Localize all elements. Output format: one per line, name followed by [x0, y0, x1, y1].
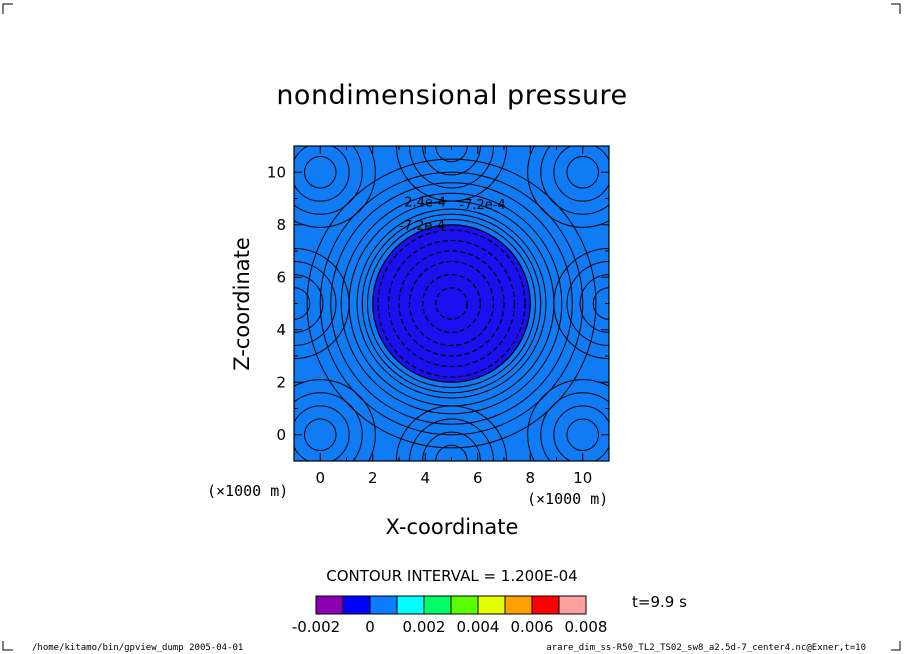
x-tick-label: 6 — [473, 469, 483, 487]
colorbar-swatch — [423, 595, 452, 615]
contour-dashed — [398, 250, 505, 357]
contour-ring-edge — [527, 146, 609, 228]
contour-ring — [361, 213, 542, 394]
x-tick-label: 0 — [315, 469, 325, 487]
contour-dashed — [377, 229, 526, 378]
colorbar-tick-label: -0.002 — [292, 618, 340, 636]
colorbar: -0.002 0 0.002 0.004 0.006 0.008 — [292, 595, 608, 636]
y-axis-label: Z-coordinate — [230, 237, 254, 371]
colorbar-swatch — [342, 595, 371, 615]
contour-ring-edge — [422, 146, 481, 176]
y-tick-label: 6 — [276, 268, 286, 286]
colorbar-swatch — [450, 595, 479, 615]
axis-ticks: 0 2 4 6 8 10 0 2 4 6 8 10 — [267, 145, 610, 487]
contour-ring-edge — [395, 146, 508, 202]
contour-ring-edge — [294, 405, 350, 461]
contour-ring — [330, 182, 573, 425]
contour-ring — [319, 171, 584, 436]
colorbar-swatch — [369, 595, 398, 615]
y-tick-label: 8 — [276, 216, 286, 234]
x-axis-unit: (×1000 m) — [527, 490, 608, 508]
contour-ring-edge — [435, 444, 468, 461]
colorbar-tick-label: 0 — [365, 618, 375, 636]
colorbar-swatch — [531, 595, 560, 615]
contour-ring-edge — [553, 146, 609, 202]
contour-label: 2.4e-4 — [404, 195, 446, 210]
contour-ring-edge — [294, 146, 363, 215]
contour-ring-edge — [395, 405, 508, 461]
y-tick-label: 0 — [276, 426, 286, 444]
contour-ring-edge — [294, 274, 324, 333]
contour-ring — [306, 158, 597, 449]
contour-ring — [356, 208, 547, 399]
contour-label: -7.2e-4 — [399, 219, 445, 234]
colorbar-tick-label: 0.002 — [403, 618, 446, 636]
y-axis-unit: (×1000 m) — [207, 482, 288, 500]
contour-dashed — [435, 287, 468, 320]
footer-right: arare_dim_ss-R50_TL2_TS02_sw8_a2.5d-7_ce… — [546, 643, 866, 653]
contour-dashed — [387, 239, 516, 368]
contour-ring-edge — [422, 431, 481, 461]
time-label: t=9.9 s — [632, 593, 687, 611]
x-tick-label: 10 — [573, 469, 592, 487]
footer-left: /home/kitamo/bin/gpview_dump 2005-04-01 — [32, 643, 243, 653]
contour-interval: CONTOUR INTERVAL = 1.200E-04 — [326, 567, 577, 585]
contour-ring-edge — [540, 392, 609, 461]
contour-ring-edge — [304, 156, 337, 189]
contour-ring-edge — [294, 392, 363, 461]
contour-ring-edge — [579, 274, 609, 333]
contour-field — [294, 146, 609, 461]
contour-ring-edge — [566, 261, 609, 346]
contour-ring-edge — [294, 146, 350, 202]
colorbar-tick-label: 0.004 — [457, 618, 500, 636]
contour-ring — [340, 192, 563, 415]
contour-ring-edge — [294, 261, 337, 346]
y-tick-label: 10 — [267, 163, 286, 181]
x-axis-label: X-coordinate — [386, 515, 519, 539]
contour-ring-edge — [294, 379, 376, 461]
contour-ring-edge — [294, 287, 311, 320]
colorbar-swatch — [396, 595, 425, 615]
corner-marks — [2, 3, 901, 651]
contour-ring-edge — [540, 146, 609, 215]
contour-ring-edge — [592, 287, 609, 320]
contour-dashed — [408, 260, 495, 347]
contour-label: -7.2e-4 — [459, 198, 505, 213]
chart-title: nondimensional pressure — [276, 80, 627, 111]
x-tick-label: 2 — [368, 469, 378, 487]
x-tick-label: 4 — [420, 469, 430, 487]
contour-ring — [367, 219, 536, 388]
colorbar-swatch — [504, 595, 533, 615]
colorbar-swatch — [477, 595, 506, 615]
low-pressure-region — [372, 224, 531, 383]
contour-ring-edge — [553, 405, 609, 461]
contour-ring-edge — [409, 146, 494, 189]
y-tick-label: 4 — [276, 321, 286, 339]
contour-ring-edge — [294, 146, 376, 228]
plot-area: 0 2 4 6 8 10 0 2 4 6 8 10 2.4e-4 -7.2e-4 -7.2e-4 — [267, 145, 610, 487]
colorbar-swatch — [558, 595, 587, 615]
contour-ring-edge — [527, 379, 609, 461]
x-tick-label: 8 — [525, 469, 535, 487]
contour-ring-edge — [553, 247, 609, 360]
contour-labels: 2.4e-4 -7.2e-4 -7.2e-4 — [399, 195, 506, 234]
colorbar-swatch — [315, 595, 344, 615]
contour-ring-edge — [566, 156, 599, 189]
contour-ring-edge — [294, 247, 350, 360]
contour-dashed — [421, 273, 482, 334]
contour-ring-edge — [409, 418, 494, 461]
contour-ring-edge — [566, 418, 599, 451]
contour-ring-edge — [435, 146, 468, 163]
colorbar-tick-label: 0.008 — [565, 618, 608, 636]
y-tick-label: 2 — [276, 373, 286, 391]
colorbar-tick-label: 0.006 — [511, 618, 554, 636]
contour-ring-edge — [304, 418, 337, 451]
